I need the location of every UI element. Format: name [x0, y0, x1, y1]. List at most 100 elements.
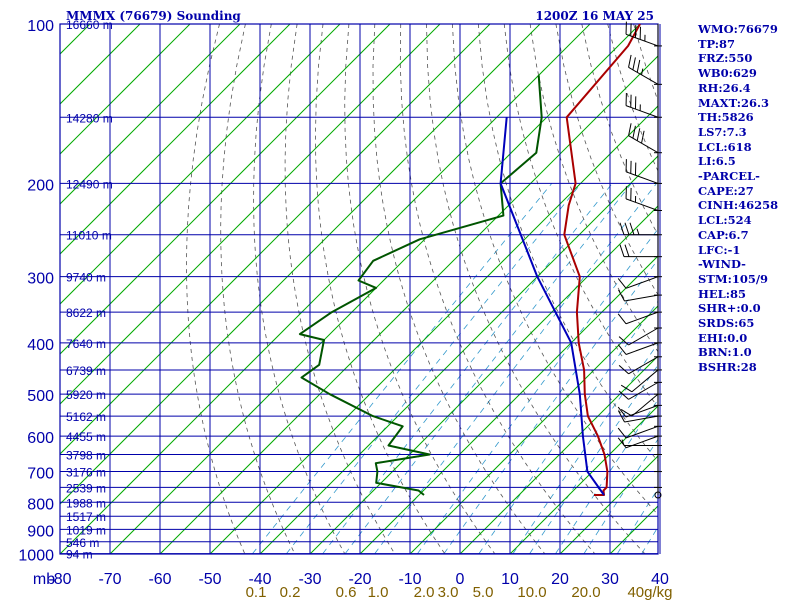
wind-barb-staff — [625, 105, 659, 118]
height-label: 94 m — [66, 548, 93, 562]
wind-barb-flag — [628, 123, 632, 136]
wind-barb-staff — [625, 276, 659, 289]
pressure-grid — [59, 23, 661, 555]
wind-barb-flag — [636, 128, 641, 141]
wind-barb-staff — [628, 381, 659, 400]
mixing-ratio-label: 5.0 — [473, 584, 494, 600]
wind-barb-flag — [619, 244, 625, 257]
wind-barb-flag — [617, 427, 627, 439]
height-label: 11010 m — [66, 229, 112, 243]
height-label: 1517 m — [66, 510, 106, 524]
wind-barb-flag — [617, 406, 627, 418]
wind-barb-staff — [628, 66, 659, 85]
wind-barb-flag — [636, 59, 641, 73]
wind-barb-staff — [625, 425, 659, 439]
mixing-ratio-label: 0.6 — [336, 584, 357, 600]
mixing-ratio-line — [286, 183, 582, 554]
mixing-ratio-label: 10.0 — [517, 584, 546, 600]
wind-barb-staff — [631, 393, 659, 417]
index-entry: SRDS:65 — [698, 316, 755, 331]
temperature-tick-label: -30 — [298, 571, 321, 588]
wind-barb-half-flag — [636, 228, 640, 235]
index-entry: WMO:76679 — [698, 22, 778, 36]
pressure-axis-label: mb — [33, 571, 55, 588]
wind-barb-flag — [618, 336, 629, 346]
index-entry: TH:5826 — [698, 110, 754, 125]
mixing-ratio-line — [617, 487, 658, 554]
index-entry: WB0:629 — [698, 66, 757, 81]
index-entry: CAPE:27 — [698, 183, 754, 198]
index-entry: RH:26.4 — [698, 80, 751, 95]
height-label: 6739 m — [66, 364, 106, 378]
wind-barb-flag — [618, 410, 625, 423]
surface-wind-marker — [654, 491, 662, 499]
wind-barb-staff — [625, 171, 659, 184]
index-entry: FRZ:550 — [698, 51, 753, 66]
temperature-tick-label: 10 — [501, 571, 519, 588]
index-entry: CINH:46258 — [698, 198, 779, 213]
isotherm-line — [210, 105, 658, 554]
height-label: 8622 m — [66, 306, 106, 320]
isotherm-line — [60, 24, 591, 554]
index-entry: HEL:85 — [698, 286, 746, 301]
height-label: 4455 m — [66, 430, 106, 444]
wind-barb-staff — [625, 33, 659, 47]
isotherm-line — [60, 24, 241, 205]
mixing-ratio-label: 2.0 — [414, 584, 435, 600]
wind-barb-staff — [628, 327, 659, 346]
wind-profile — [617, 21, 662, 499]
pressure-tick-label: 400 — [27, 337, 54, 354]
wind-barb-staff — [624, 415, 659, 423]
wind-barb-staff — [625, 311, 659, 325]
wind-barb-staff — [628, 135, 659, 154]
index-entry: SHR+:0.0 — [698, 301, 761, 316]
isotherm-line — [310, 205, 658, 554]
pressure-tick-label: 500 — [27, 388, 54, 405]
index-entry: LFC:-1 — [698, 242, 741, 257]
sounding-traces — [298, 24, 641, 496]
height-label: 546 m — [66, 536, 99, 550]
temperature-tick-label: 30 — [601, 571, 619, 588]
isotherm-line — [60, 24, 391, 355]
pressure-tick-label: 1000 — [18, 548, 54, 565]
isotherm-line — [510, 405, 658, 554]
height-label: 12490 m — [66, 177, 113, 191]
mixing-ratio-label: 40g/kg — [627, 584, 672, 600]
wind-barb-flag — [619, 222, 625, 235]
series-dewpoint-line — [298, 75, 543, 496]
index-entry: MAXT:26.3 — [698, 95, 769, 110]
isotherm-line — [60, 24, 441, 405]
wind-barb-flag — [620, 408, 633, 417]
wind-barb-staff — [625, 198, 659, 211]
height-label: 9740 m — [66, 271, 106, 285]
wind-barb-flag — [624, 222, 630, 235]
pressure-tick-label: 100 — [27, 18, 54, 35]
temperature-tick-label: -60 — [148, 571, 171, 588]
isotherm-line — [260, 155, 658, 554]
index-entry: CAP:6.7 — [698, 227, 749, 242]
index-entry: LS7:7.3 — [698, 124, 747, 139]
isotherm-line — [160, 55, 658, 554]
index-entry: BRN:1.0 — [698, 345, 752, 360]
pressure-tick-label: 600 — [27, 430, 54, 447]
height-label: 16660 m — [66, 18, 113, 32]
index-entry: BSHR:28 — [698, 360, 757, 375]
pressure-tick-label: 300 — [27, 271, 54, 288]
wind-barb-flag — [632, 125, 636, 139]
indices-panel: WMO:76679 TP:87 FRZ:550 WB0:629 RH:26.4 MAXT:… — [698, 22, 800, 375]
index-entry: LCL:524 — [698, 213, 752, 228]
wind-barb-flag — [618, 365, 629, 375]
height-label: 3176 m — [66, 466, 106, 480]
wind-barb-flag — [617, 313, 627, 325]
wind-barb-flag — [629, 222, 635, 235]
temperature-tick-label: -40 — [248, 571, 271, 588]
chart-title: MMMX (76679) Sounding — [66, 9, 241, 23]
wind-barb-flag — [624, 244, 630, 257]
isotherm-line — [460, 355, 658, 554]
index-entry: EHI:0.0 — [698, 330, 748, 345]
series-temperature-line — [563, 24, 641, 496]
mixing-ratio-label: 1.0 — [368, 584, 389, 600]
wind-barb-staff — [628, 356, 659, 375]
wind-barb-staff — [624, 294, 659, 302]
